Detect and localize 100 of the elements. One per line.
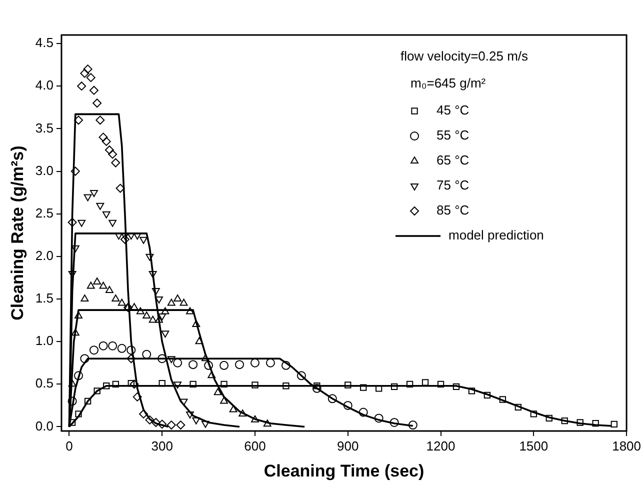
y-tick-label: 0.0	[35, 418, 54, 434]
point	[146, 254, 154, 261]
point	[251, 415, 259, 422]
point	[112, 294, 120, 302]
point	[158, 354, 167, 364]
point	[192, 417, 200, 424]
point	[83, 64, 92, 74]
point	[74, 371, 83, 380]
point	[86, 73, 96, 82]
x-axis-title: Cleaning Time (sec)	[264, 461, 424, 480]
point	[192, 320, 200, 328]
legend-label: 45 °C	[436, 102, 470, 118]
point	[80, 294, 89, 302]
point	[328, 394, 337, 404]
point	[166, 420, 176, 430]
point	[204, 360, 214, 370]
x-tick-label: 1800	[612, 438, 641, 454]
annotation: flow velocity=0.25 m/s	[400, 48, 529, 64]
point	[167, 298, 176, 306]
point	[312, 384, 322, 393]
y-tick-label: 4.5	[35, 35, 54, 50]
point	[126, 354, 136, 364]
point	[358, 408, 368, 417]
point	[90, 190, 98, 198]
point	[130, 303, 138, 310]
point	[140, 236, 148, 244]
point	[484, 392, 491, 399]
point	[610, 420, 618, 428]
point	[390, 383, 398, 390]
point	[161, 330, 170, 338]
y-tick-label: 4.0	[35, 78, 54, 93]
point	[84, 194, 92, 202]
point	[89, 346, 98, 355]
point	[161, 307, 170, 314]
point	[93, 277, 102, 284]
point	[89, 86, 98, 95]
point	[235, 360, 244, 370]
point	[132, 392, 142, 402]
x-tick-label: 600	[244, 438, 266, 454]
point	[343, 400, 352, 410]
point	[92, 98, 102, 108]
point	[139, 409, 148, 418]
point	[208, 371, 216, 378]
point	[158, 314, 166, 321]
point	[94, 388, 100, 394]
x-tick-label: 0	[66, 438, 73, 454]
point	[151, 418, 160, 427]
point	[180, 398, 188, 406]
point	[186, 307, 194, 314]
point	[102, 211, 110, 218]
point	[201, 420, 210, 428]
x-tick-label: 900	[337, 438, 359, 454]
point	[406, 380, 414, 388]
point	[108, 150, 118, 159]
point	[102, 136, 111, 146]
point	[78, 220, 86, 227]
point	[136, 307, 144, 314]
point	[80, 68, 90, 78]
point	[104, 145, 114, 154]
point	[174, 382, 182, 389]
point	[220, 380, 228, 388]
y-tick-label: 2.5	[35, 205, 54, 220]
annotation: m₀=645 g/m²	[410, 76, 486, 91]
point	[422, 379, 429, 386]
point	[117, 344, 126, 353]
point	[437, 380, 444, 388]
point	[75, 410, 82, 418]
point	[71, 328, 80, 336]
point	[499, 396, 506, 403]
point	[84, 398, 92, 405]
point	[77, 82, 86, 91]
point	[120, 234, 130, 244]
point	[158, 420, 167, 429]
point	[514, 404, 522, 410]
point	[390, 418, 399, 427]
point	[174, 294, 182, 302]
point	[152, 288, 160, 295]
point	[344, 382, 352, 388]
point	[106, 286, 114, 293]
point	[592, 420, 599, 427]
point	[468, 388, 476, 394]
point	[145, 415, 154, 424]
y-tick-label: 2.0	[35, 248, 54, 263]
y-tick-label: 1.5	[35, 290, 54, 306]
point	[96, 116, 105, 125]
point	[214, 388, 222, 396]
point	[282, 382, 290, 390]
point	[142, 350, 152, 359]
point	[263, 420, 272, 427]
point	[201, 354, 210, 362]
point	[576, 419, 584, 426]
point	[190, 380, 196, 388]
point	[188, 360, 198, 370]
point	[374, 414, 384, 423]
point	[103, 382, 110, 390]
legend-label: model prediction	[448, 228, 544, 243]
point	[130, 380, 139, 389]
y-tick-label: 3.5	[35, 120, 54, 136]
legend-label: 55 °C	[436, 128, 470, 143]
point	[220, 396, 228, 404]
